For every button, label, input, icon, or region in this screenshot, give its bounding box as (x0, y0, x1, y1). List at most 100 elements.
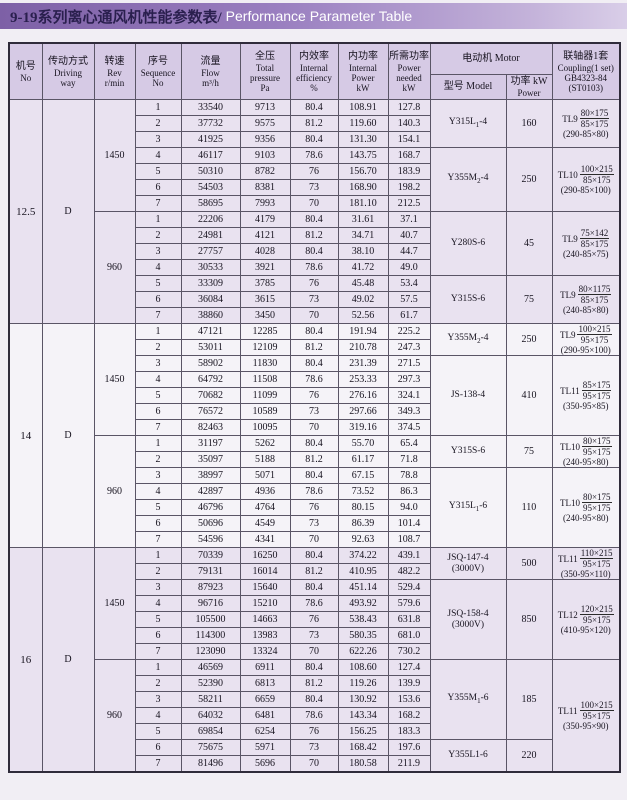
cell-pressure: 14663 (239, 611, 291, 628)
cell-flow: 27757 (180, 243, 241, 260)
cell-efficiency: 76 (289, 499, 339, 516)
cell-coupling: TL12 120×215 95×175 (410-95×120) (551, 579, 621, 660)
coupling-type: TL10 (559, 497, 580, 508)
coupling-type: TL9 (562, 233, 578, 244)
cell-flow: 46569 (180, 659, 241, 676)
cell-flow: 69854 (180, 723, 241, 740)
cell-motor-model: JSQ-147-4 (3000V) (429, 547, 507, 580)
cell-flow: 31197 (180, 435, 241, 452)
col-header-motor: 电动机 Motor (429, 42, 553, 75)
cell-flow: 114300 (180, 627, 241, 644)
cell-motor-model: Y355L1-6 (429, 739, 507, 773)
cell-seq: 1 (134, 323, 182, 340)
table-body: 12.5 D 1450 1 33540 9713 80.4 108.91 127.8 Y315L1… (8, 99, 621, 773)
cell-seq: 5 (134, 163, 182, 180)
cell-seq: 2 (134, 339, 182, 356)
cell-flow: 33540 (180, 99, 241, 116)
header-label: 全压 (255, 50, 275, 62)
table-row: 4 42897 4936 78.6 73.52 86.3 (9, 483, 620, 500)
cell-pressure: 4179 (239, 211, 291, 228)
page-title-cn: 9-19系列离心通风机性能参数表/ (10, 9, 222, 26)
cell-efficiency: 76 (289, 163, 339, 180)
header-label: 传动方式 (48, 55, 88, 67)
cell-flow: 42897 (180, 483, 241, 500)
cell-efficiency: 80.4 (289, 323, 339, 340)
cell-coupling: TL9 80×175 85×175 (290-85×80) (551, 99, 621, 148)
cell-pressure: 8782 (239, 163, 291, 180)
header-label: pressure (250, 72, 280, 83)
cell-pressure: 5696 (239, 755, 291, 773)
cell-power-needed: 247.3 (387, 339, 431, 356)
cell-coupling: TL11 85×175 95×175 (350-95×85) (551, 355, 621, 436)
cell-flow: 52390 (180, 675, 241, 692)
header-label: 机号 (15, 60, 36, 72)
cell-power-needed: 154.1 (387, 131, 431, 148)
cell-seq: 2 (134, 115, 182, 132)
cell-internal-power: 108.91 (337, 99, 389, 116)
cell-efficiency: 78.6 (289, 147, 339, 164)
cell-motor-power: 220 (505, 739, 553, 773)
cell-efficiency: 81.2 (289, 563, 339, 580)
cell-seq: 7 (134, 195, 182, 212)
header-label: No (152, 77, 164, 88)
cell-power-needed: 53.4 (387, 275, 431, 292)
cell-pressure: 6659 (239, 691, 291, 708)
cell-internal-power: 276.16 (337, 387, 389, 404)
cell-seq: 4 (134, 595, 182, 612)
cell-internal-power: 61.17 (337, 451, 389, 468)
cell-power-needed: 65.4 (387, 435, 431, 452)
header-label: 所需功率 (389, 50, 429, 62)
cell-pressure: 11099 (239, 387, 291, 404)
header-label: 内效率 (299, 50, 329, 62)
cell-pressure: 4936 (239, 483, 291, 500)
cell-efficiency: 76 (289, 723, 339, 740)
cell-seq: 5 (134, 387, 182, 404)
cell-efficiency: 80.4 (289, 691, 339, 708)
cell-pressure: 13983 (239, 627, 291, 644)
cell-pressure: 5971 (239, 739, 291, 756)
table-row: 6 75675 5971 73 168.42 197.6 Y355L1-6 220 (9, 739, 620, 773)
cell-motor-power: 160 (505, 99, 553, 148)
cell-pressure: 8381 (239, 179, 291, 196)
cell-internal-power: 119.60 (337, 115, 389, 132)
table-row: 16 D 1450 1 70339 16250 80.4 374.22 439.1 JSQ-147… (8, 547, 621, 773)
cell-power-needed: 140.3 (387, 115, 431, 132)
cell-efficiency: 73 (289, 179, 339, 196)
cell-pressure: 9103 (239, 147, 291, 164)
cell-power-needed: 168.2 (387, 707, 431, 724)
cell-power-needed: 61.7 (387, 307, 431, 324)
cell-rev-speed: 960 (93, 435, 136, 548)
cell-efficiency: 76 (289, 611, 339, 628)
cell-motor-power: 110 (505, 467, 553, 548)
header-label: Coupling(1 set) (557, 62, 614, 73)
table-row: 4 64032 6481 78.6 143.34 168.2 (9, 707, 620, 724)
cell-motor-model: Y355M2-4 (429, 147, 507, 212)
cell-power-needed: 78.8 (387, 467, 431, 484)
cell-flow: 38997 (180, 467, 241, 484)
cell-internal-power: 580.35 (337, 627, 389, 644)
header-label: Internal (300, 62, 328, 73)
cell-seq: 6 (134, 739, 182, 756)
cell-motor-model: Y315L1-4 (429, 99, 507, 148)
col-header-flow: 流量 Flow m³/h (180, 42, 241, 100)
cell-rev-speed: 960 (93, 659, 136, 773)
cell-flow: 58902 (180, 355, 241, 372)
cell-pressure: 10095 (239, 419, 291, 436)
cell-seq: 4 (134, 483, 182, 500)
cell-efficiency: 80.4 (289, 579, 339, 596)
cell-flow: 123090 (180, 643, 241, 660)
cell-seq: 3 (134, 243, 182, 260)
cell-power-needed: 127.4 (387, 659, 431, 676)
table-row: 3 58211 6659 80.4 130.92 153.6 (9, 691, 620, 708)
cell-seq: 1 (134, 99, 182, 116)
col-header-internal-power: 内功率 Internal Power kW (337, 42, 389, 100)
cell-seq: 3 (134, 467, 182, 484)
header-label: (ST0103) (568, 82, 604, 93)
cell-internal-power: 131.30 (337, 131, 389, 148)
cell-flow: 47121 (180, 323, 241, 340)
cell-internal-power: 253.33 (337, 371, 389, 388)
cell-flow: 33309 (180, 275, 241, 292)
col-header-internal-efficiency: 内效率 Internal efficiency % (289, 42, 339, 100)
table-row: 7 81496 5696 70 180.58 211.9 (9, 755, 620, 773)
cell-pressure: 9356 (239, 131, 291, 148)
